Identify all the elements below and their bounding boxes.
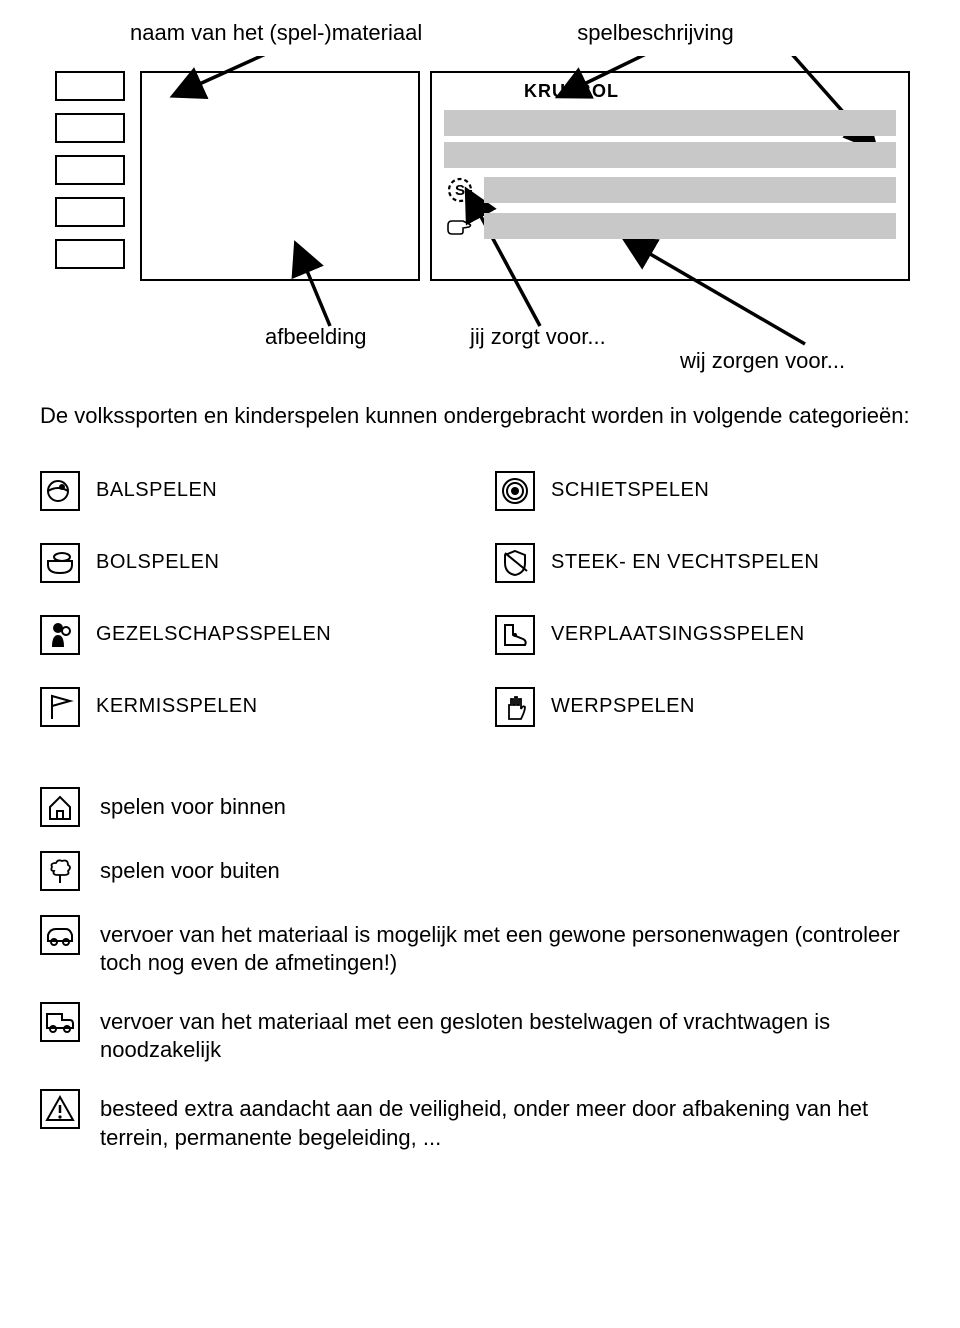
- legend-item: besteed extra aandacht aan de veiligheid…: [40, 1089, 920, 1152]
- text-placeholder-bar: [444, 110, 896, 136]
- category-item: SCHIETSPELEN: [495, 471, 920, 511]
- category-label: STEEK- EN VECHTSPELEN: [551, 551, 819, 574]
- category-label: WERPSPELEN: [551, 695, 695, 718]
- side-box: [55, 155, 125, 185]
- text-placeholder-bar: [484, 213, 896, 239]
- category-item: WERPSPELEN: [495, 687, 920, 727]
- shield-icon: [495, 543, 535, 583]
- image-placeholder-box: [140, 71, 420, 281]
- svg-text:S: S: [455, 182, 465, 199]
- boot-icon: [495, 615, 535, 655]
- target-icon: [495, 471, 535, 511]
- legend-text: spelen voor buiten: [100, 851, 280, 886]
- legend-text: vervoer van het materiaal met een geslot…: [100, 1002, 920, 1065]
- side-box: [55, 197, 125, 227]
- game-title: KRULBOL: [524, 81, 896, 102]
- category-label: VERPLAATSINGSSPELEN: [551, 623, 805, 646]
- category-label: GEZELSCHAPSSPELEN: [96, 623, 331, 646]
- category-item: GEZELSCHAPSSPELEN: [40, 615, 465, 655]
- legend-item: vervoer van het materiaal is mogelijk me…: [40, 915, 920, 978]
- label-material-name: naam van het (spel-)materiaal: [130, 20, 422, 46]
- category-label: BALSPELEN: [96, 479, 217, 502]
- pawn-icon: [40, 615, 80, 655]
- warning-icon: [40, 1089, 80, 1129]
- intro-paragraph: De volkssporten en kinderspelen kunnen o…: [40, 401, 920, 431]
- category-label: BOLSPELEN: [96, 551, 219, 574]
- description-box: KRULBOL S: [430, 71, 910, 281]
- label-afbeelding: afbeelding: [265, 324, 367, 350]
- side-box: [55, 239, 125, 269]
- legend-text: spelen voor binnen: [100, 787, 286, 822]
- pointing-hand-icon: [444, 212, 476, 240]
- text-placeholder-bar: [484, 177, 896, 203]
- legend-text: vervoer van het materiaal is mogelijk me…: [100, 915, 920, 978]
- diagram: KRULBOL S: [40, 56, 920, 336]
- mid-labels: afbeelding jij zorgt voor... wij zorgen …: [40, 316, 920, 386]
- side-box: [55, 71, 125, 101]
- ball-icon: [40, 471, 80, 511]
- category-label: SCHIETSPELEN: [551, 479, 709, 502]
- text-placeholder-bar: [444, 142, 896, 168]
- house-icon: [40, 787, 80, 827]
- label-wij-zorgen: wij zorgen voor...: [680, 348, 845, 374]
- s-circle-icon: S: [444, 176, 476, 204]
- legend-item: spelen voor buiten: [40, 851, 920, 891]
- category-item: BOLSPELEN: [40, 543, 465, 583]
- label-jij-zorgt: jij zorgt voor...: [470, 324, 606, 350]
- tree-icon: [40, 851, 80, 891]
- bowl-icon: [40, 543, 80, 583]
- legend-item: vervoer van het materiaal met een geslot…: [40, 1002, 920, 1065]
- flag-icon: [40, 687, 80, 727]
- category-item: STEEK- EN VECHTSPELEN: [495, 543, 920, 583]
- side-category-boxes: [55, 71, 125, 269]
- category-item: KERMISSPELEN: [40, 687, 465, 727]
- side-box: [55, 113, 125, 143]
- car-icon: [40, 915, 80, 955]
- you-provide-row: S: [444, 176, 896, 204]
- category-item: BALSPELEN: [40, 471, 465, 511]
- hand-icon: [495, 687, 535, 727]
- category-item: VERPLAATSINGSSPELEN: [495, 615, 920, 655]
- legend-item: spelen voor binnen: [40, 787, 920, 827]
- legend-text: besteed extra aandacht aan de veiligheid…: [100, 1089, 920, 1152]
- top-labels: naam van het (spel-)materiaal spelbeschr…: [40, 20, 920, 46]
- we-provide-row: [444, 212, 896, 240]
- category-label: KERMISSPELEN: [96, 695, 258, 718]
- legend-list: spelen voor binnen spelen voor buiten ve…: [40, 787, 920, 1153]
- label-game-description: spelbeschrijving: [577, 20, 734, 46]
- van-icon: [40, 1002, 80, 1042]
- categories-grid: BALSPELEN SCHIETSPELEN BOLSPELEN STEEK- …: [40, 471, 920, 727]
